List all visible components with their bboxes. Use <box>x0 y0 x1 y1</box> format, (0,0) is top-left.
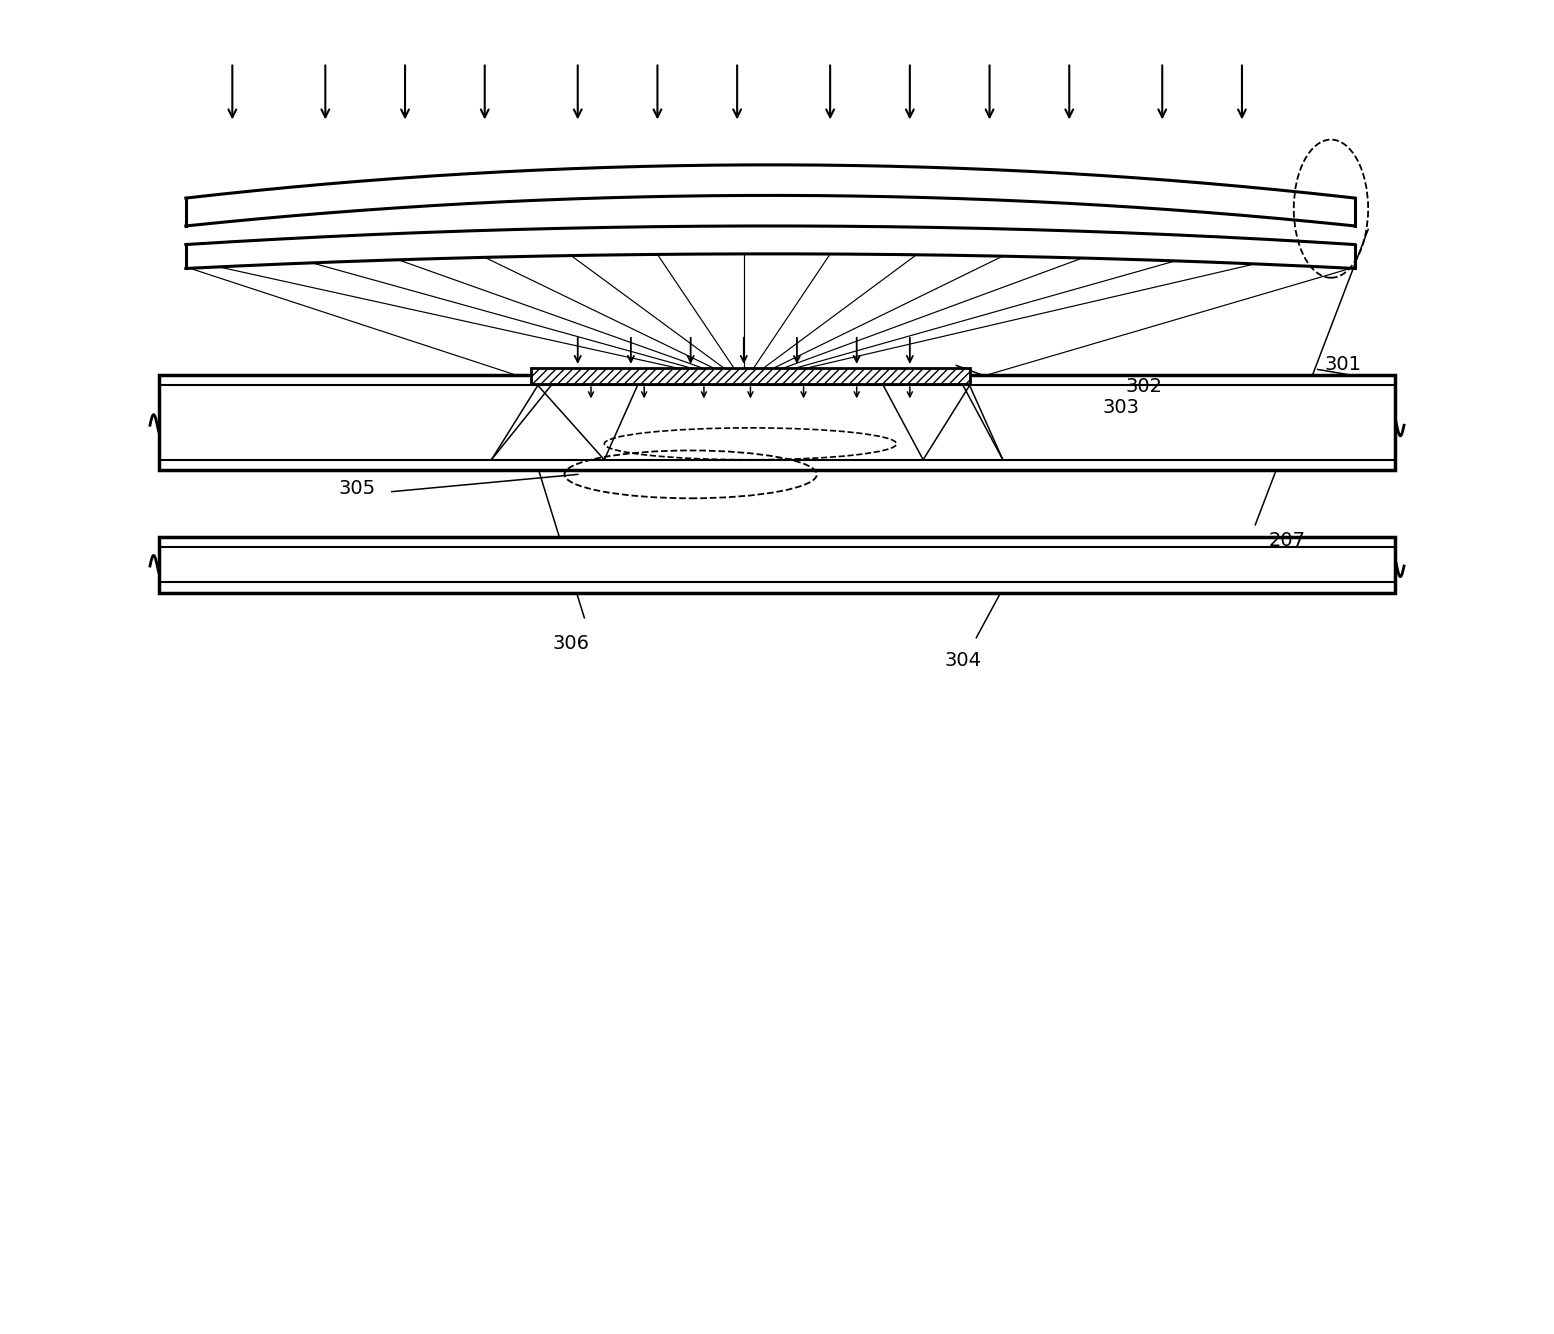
Text: 305: 305 <box>339 479 376 499</box>
Bar <box>531 368 970 384</box>
Text: 302: 302 <box>1125 378 1162 396</box>
Text: 304: 304 <box>945 651 982 670</box>
Bar <box>159 375 1395 471</box>
Text: 301: 301 <box>1324 355 1361 374</box>
Text: 303: 303 <box>1102 399 1139 418</box>
Text: 306: 306 <box>553 634 589 652</box>
Text: 207: 207 <box>1268 531 1305 551</box>
Bar <box>159 536 1395 592</box>
